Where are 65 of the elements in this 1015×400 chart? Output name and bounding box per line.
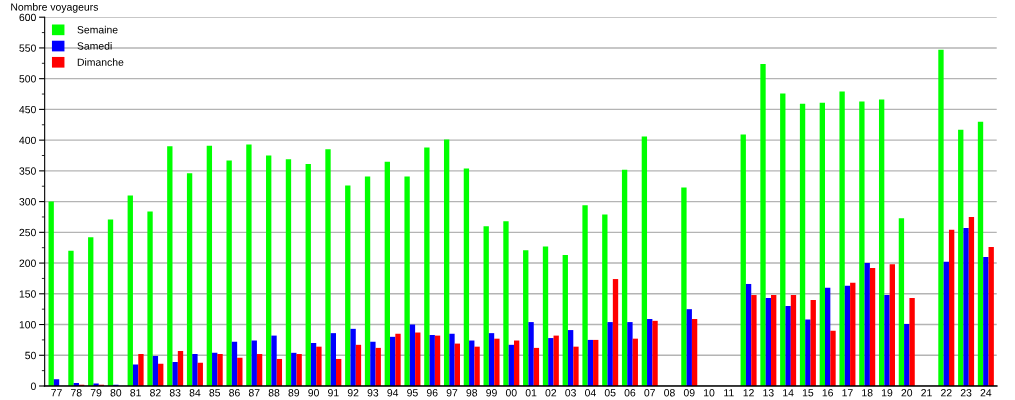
x-tick-label: 01: [525, 389, 537, 397]
x-tick-label: 80: [110, 389, 122, 397]
y-tick-label: 400: [19, 136, 36, 145]
x-tick-label: 05: [604, 389, 616, 397]
y-tick-label: 100: [19, 321, 36, 329]
x-tick-label: 87: [248, 389, 260, 397]
x-tick-label: 07: [644, 389, 655, 397]
x-tick-label: 15: [802, 389, 814, 397]
y-tick-label: 200: [19, 259, 36, 267]
x-tick-label: 93: [367, 389, 379, 397]
x-tick-label: 13: [763, 389, 774, 397]
x-tick-label: 20: [901, 389, 913, 397]
x-tick-label: 88: [268, 389, 280, 397]
y-axis-title: Nombre voyageurs: [11, 3, 99, 13]
x-tick-label: 92: [347, 389, 359, 397]
x-tick-label: 22: [941, 389, 952, 397]
x-tick-label: 02: [545, 389, 557, 397]
y-tick-label: 150: [19, 290, 36, 298]
legend-label: Semaine: [77, 25, 118, 34]
x-tick-label: 09: [683, 389, 695, 397]
x-tick-label: 97: [446, 389, 458, 397]
x-tick-label: 95: [407, 389, 418, 397]
x-tick-label: 03: [565, 389, 576, 397]
x-tick-label: 78: [71, 389, 82, 397]
x-tick-label: 24: [980, 389, 992, 397]
legend-label: Samedi: [77, 42, 112, 50]
x-tick-label: 06: [624, 389, 636, 397]
x-tick-label: 86: [229, 389, 240, 397]
x-tick-label: 19: [881, 389, 893, 397]
x-tick-label: 17: [842, 389, 853, 397]
x-tick-label: 21: [921, 389, 932, 397]
x-tick-label: 99: [486, 389, 497, 397]
x-tick-label: 77: [51, 389, 62, 397]
x-tick-label: 23: [960, 389, 972, 397]
y-tick-label: 0: [30, 382, 36, 390]
x-tick-label: 96: [426, 389, 438, 397]
y-tick-label: 250: [19, 228, 36, 237]
x-tick-label: 89: [288, 389, 300, 397]
x-tick-label: 94: [387, 389, 399, 397]
x-tick-label: 81: [130, 389, 141, 397]
x-tick-label: 12: [743, 389, 754, 397]
x-tick-label: 79: [90, 389, 102, 397]
x-tick-label: 83: [169, 389, 181, 397]
x-tick-label: 16: [822, 389, 834, 397]
y-tick-label: 450: [19, 105, 36, 114]
x-tick-label: 90: [308, 389, 319, 397]
y-tick-label: 550: [19, 44, 36, 52]
x-tick-label: 10: [704, 389, 715, 397]
x-tick-label: 84: [189, 389, 201, 397]
x-tick-label: 14: [783, 389, 794, 397]
x-tick-label: 18: [862, 389, 873, 397]
y-tick-label: 500: [19, 75, 36, 83]
x-tick-label: 85: [209, 389, 221, 397]
x-tick-label: 82: [150, 389, 161, 397]
x-tick-label: 98: [466, 389, 478, 397]
x-tick-label: 08: [664, 389, 675, 397]
x-tick-label: 00: [505, 389, 517, 397]
legend-label: Dimanche: [77, 58, 124, 66]
y-tick-label: 350: [19, 167, 36, 175]
y-tick-label: 600: [19, 13, 36, 22]
x-tick-label: 91: [328, 389, 339, 397]
x-tick-label: 04: [585, 389, 596, 397]
x-tick-label: 11: [724, 389, 734, 397]
y-tick-label: 50: [25, 351, 36, 360]
y-tick-label: 300: [19, 198, 36, 206]
